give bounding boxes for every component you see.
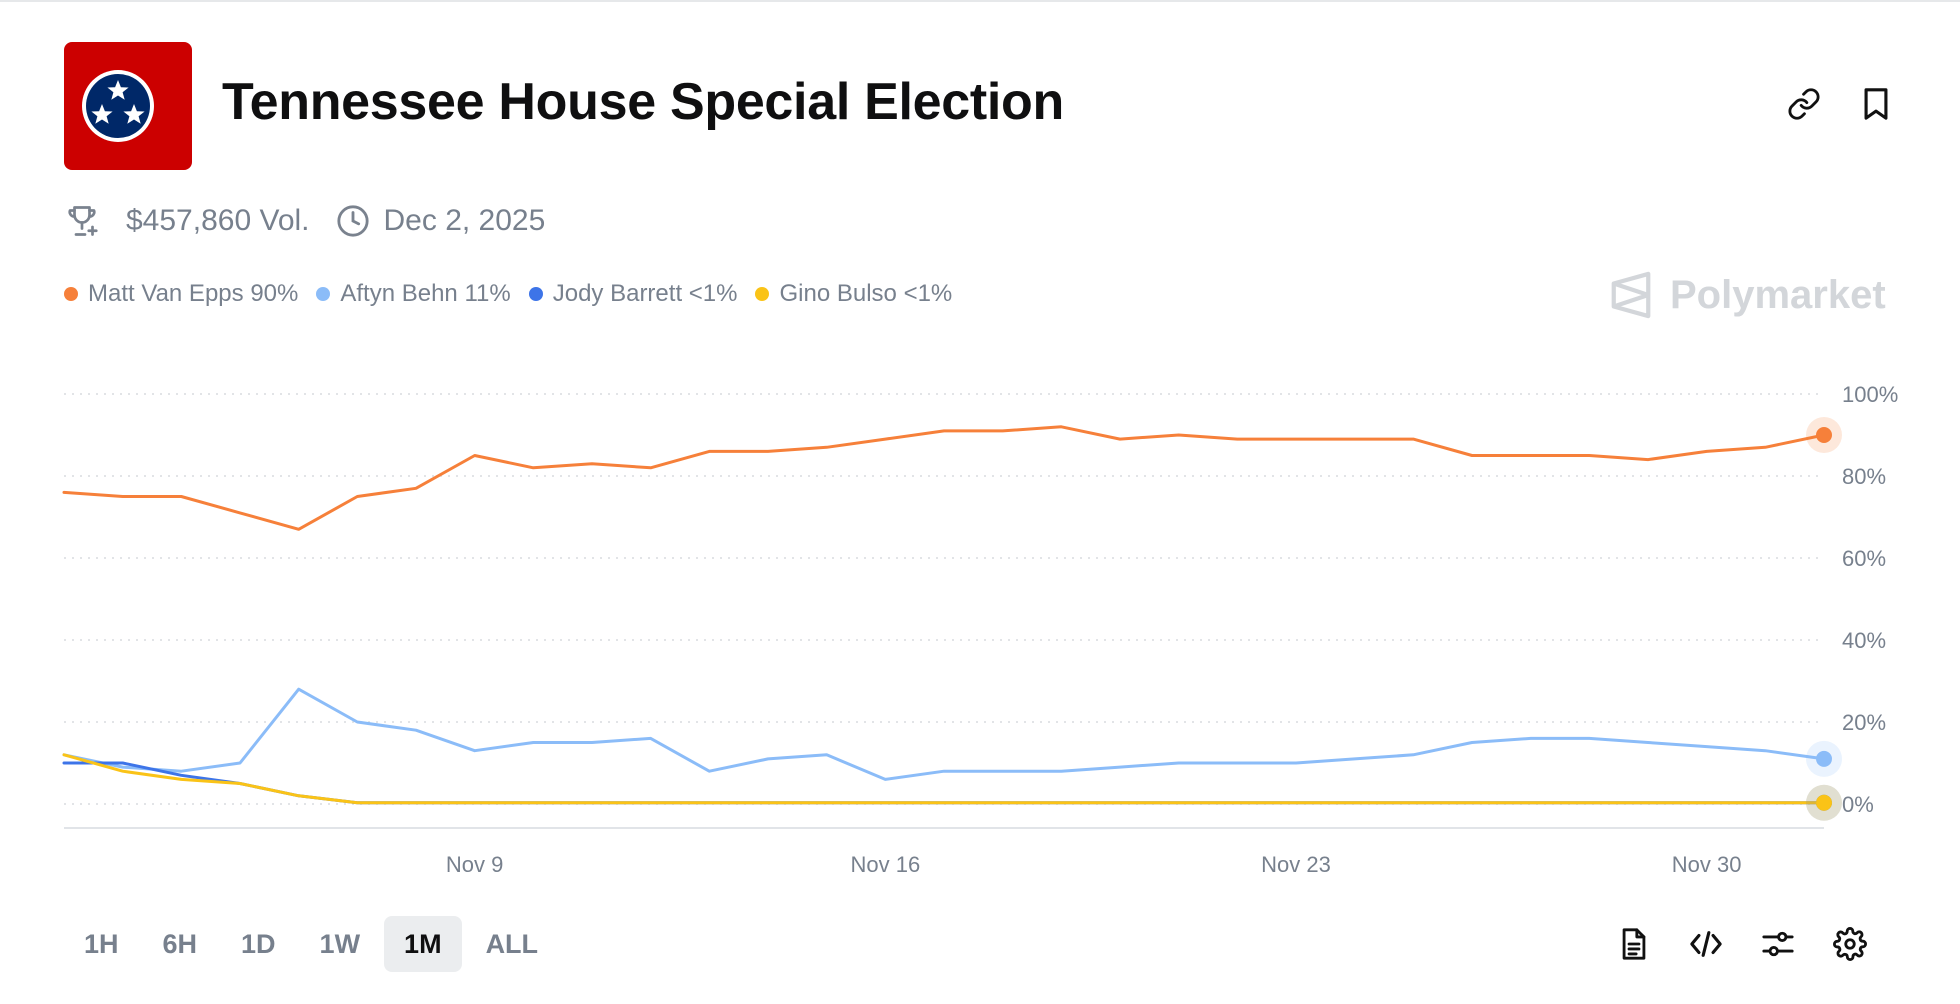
legend-item-aftyn-behn: Aftyn Behn 11% (316, 280, 511, 308)
legend-dot (528, 287, 543, 301)
range-1d-button[interactable]: 1D (241, 928, 276, 959)
series-line-jody-barrett (62, 761, 1826, 805)
filter-button[interactable] (1756, 922, 1800, 966)
copy-link-button[interactable] (1782, 82, 1826, 126)
series-line-gino-bulso (62, 753, 1826, 805)
tennessee-flag-icon (64, 42, 192, 170)
range-6h-button[interactable]: 6H (162, 928, 198, 959)
series-line-matt-van-epps (62, 425, 1826, 531)
range-1h-button[interactable]: 1H (84, 928, 119, 959)
x-tick-label: Nov 16 (850, 852, 920, 877)
x-tick-label: Nov 23 (1261, 852, 1331, 877)
y-tick-label: 60% (1842, 546, 1886, 571)
series-end-dot (1816, 427, 1832, 443)
series-line-aftyn-behn (62, 687, 1826, 781)
end-date-text: Dec 2, 2025 (383, 204, 546, 237)
y-tick-label: 80% (1842, 464, 1886, 489)
y-tick-label: 40% (1842, 628, 1886, 653)
legend-value: <1% (903, 280, 953, 307)
legend-value: 90% (250, 280, 299, 307)
bookmark-button[interactable] (1854, 82, 1898, 126)
volume-text: $457,860 Vol. (126, 204, 310, 237)
legend-dot (64, 287, 78, 301)
series-end-dot (1816, 794, 1832, 811)
legend-item-gino-bulso: Gino Bulso <1% (755, 280, 952, 308)
rules-button[interactable] (1612, 922, 1656, 966)
price-chart[interactable]: 100% 80% 60% 40% 20% 0% Nov 9 Nov 16 Nov 23 Nov … (0, 370, 1960, 890)
x-tick-label: Nov 30 (1672, 852, 1742, 877)
legend-name: Gino Bulso (779, 280, 897, 307)
legend-name: Jody Barrett (552, 280, 683, 307)
legend-item-matt-van-epps: Matt Van Epps 90% (64, 280, 298, 308)
polymarket-logo-icon (1611, 271, 1651, 319)
legend-value: 11% (464, 280, 511, 307)
x-tick-label: Nov 9 (446, 852, 503, 877)
top-divider (0, 0, 1960, 2)
clock-icon (336, 204, 370, 238)
chart-tools (1584, 922, 1872, 966)
range-1m-button[interactable]: 1M (384, 916, 462, 972)
embed-button[interactable] (1684, 922, 1728, 966)
legend-name: Matt Van Epps (88, 280, 244, 307)
legend-dot (755, 287, 770, 301)
document-icon (1622, 928, 1646, 960)
chart-legend: Matt Van Epps 90% Aftyn Behn 11% Jody Ba… (64, 280, 970, 308)
sliders-icon (1762, 931, 1794, 957)
settings-button[interactable] (1828, 922, 1872, 966)
legend-item-jody-barrett: Jody Barrett <1% (528, 280, 738, 308)
trophy-icon (64, 203, 100, 239)
series-end-dot (1816, 750, 1832, 767)
code-icon (1690, 931, 1722, 957)
y-tick-label: 20% (1842, 710, 1886, 735)
bookmark-icon (1864, 88, 1888, 120)
y-tick-label: 100% (1842, 382, 1898, 407)
page-title: Tennessee House Special Election (222, 73, 1064, 131)
polymarket-watermark: Polymarket (1608, 270, 1886, 320)
market-meta: $457,860 Vol. Dec 2, 2025 (64, 198, 545, 244)
link-icon (1788, 88, 1820, 120)
range-1w-button[interactable]: 1W (319, 928, 361, 959)
time-range-selector: 1H 6H 1D 1W 1M ALL (64, 916, 562, 972)
y-tick-label: 0% (1842, 792, 1874, 817)
legend-name: Aftyn Behn (340, 280, 458, 307)
range-all-button[interactable]: ALL (485, 928, 539, 959)
gear-icon (1833, 927, 1867, 961)
watermark-text: Polymarket (1670, 272, 1886, 317)
legend-dot (316, 287, 331, 301)
legend-value: <1% (688, 280, 738, 307)
